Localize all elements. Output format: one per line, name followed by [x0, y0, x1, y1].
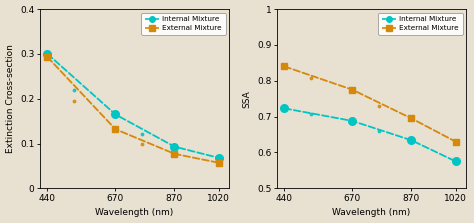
X-axis label: Wavelength (nm): Wavelength (nm) — [95, 209, 173, 217]
Legend: Internal Mixture, External Mixture: Internal Mixture, External Mixture — [378, 13, 463, 35]
X-axis label: Wavelength (nm): Wavelength (nm) — [332, 209, 410, 217]
Legend: Internal Mixture, External Mixture: Internal Mixture, External Mixture — [141, 13, 226, 35]
Y-axis label: SSA: SSA — [243, 90, 252, 107]
Y-axis label: Extinction Cross-section: Extinction Cross-section — [6, 44, 15, 153]
